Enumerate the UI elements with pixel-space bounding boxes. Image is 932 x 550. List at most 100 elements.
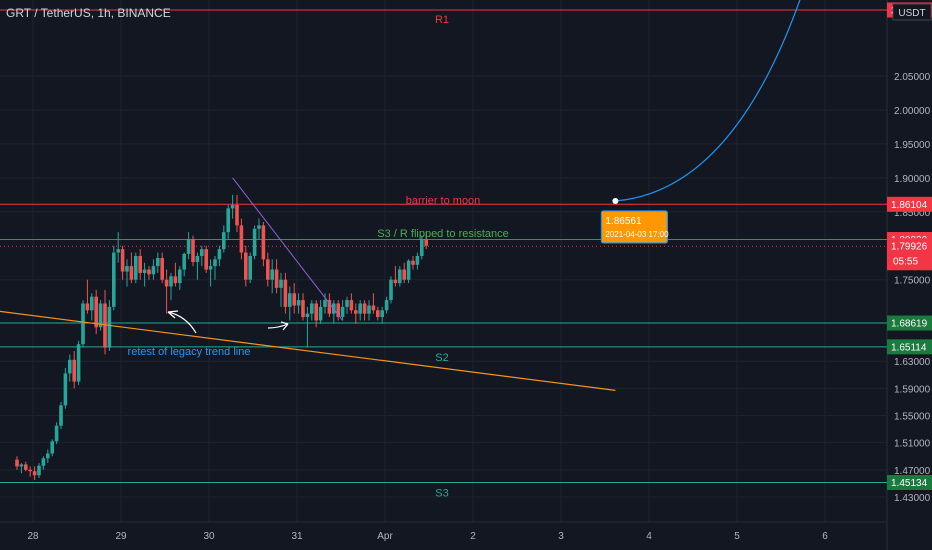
candle-body xyxy=(406,260,411,280)
y-tick-label: 1.43000 xyxy=(894,493,931,504)
x-tick-label: 4 xyxy=(646,531,652,542)
x-tick-label: 3 xyxy=(558,531,564,542)
candle-body xyxy=(200,249,204,256)
candle-body xyxy=(415,255,420,265)
price-tag xyxy=(887,475,932,491)
x-tick-label: Apr xyxy=(377,531,393,542)
candle-body xyxy=(248,255,252,280)
candle-body xyxy=(151,266,156,275)
countdown-label: 05:55 xyxy=(893,256,918,267)
candle-body xyxy=(15,459,19,467)
candle-body xyxy=(244,252,248,280)
candle-body xyxy=(213,259,217,267)
candle-body xyxy=(336,303,340,318)
candle-body xyxy=(156,257,160,267)
candle-body xyxy=(178,269,182,284)
level-label: R1 xyxy=(435,14,449,26)
candle-body xyxy=(191,238,195,263)
candle-body xyxy=(204,249,208,270)
candle-body xyxy=(424,238,428,246)
y-tick-label: 1.85000 xyxy=(894,208,931,219)
x-tick-label: 28 xyxy=(27,531,39,542)
y-tick-label: 1.95000 xyxy=(894,140,931,151)
candle-body xyxy=(261,225,266,260)
price-tag xyxy=(887,196,932,212)
candle-body xyxy=(358,303,362,314)
candle-body xyxy=(147,269,151,275)
candle-body xyxy=(173,276,178,284)
candle-body xyxy=(380,310,384,318)
price-tag-label: 1.68619 xyxy=(891,319,928,330)
y-tick-label: 1.47000 xyxy=(894,466,931,477)
candle-body xyxy=(81,303,85,345)
candle-body xyxy=(279,279,283,288)
candle-body xyxy=(72,359,76,382)
annotation-barrier: barrier to moon xyxy=(406,195,481,207)
candle-body xyxy=(59,405,63,426)
candle-body xyxy=(125,266,129,272)
candle-body xyxy=(28,469,32,472)
y-tick-label: 1.90000 xyxy=(894,174,931,185)
candle-body xyxy=(393,279,398,284)
candle-body xyxy=(318,306,323,321)
candle-body xyxy=(195,255,200,263)
retest-arrow-left xyxy=(167,311,197,334)
projection-callout xyxy=(600,210,669,244)
price-tag xyxy=(887,339,932,355)
x-tick-label: 2 xyxy=(470,531,476,542)
candle-body xyxy=(283,279,288,307)
candle-body xyxy=(142,269,147,273)
candle-body xyxy=(371,305,376,311)
candle-body xyxy=(37,465,41,476)
candle-body xyxy=(24,464,28,470)
candle-body xyxy=(420,238,424,256)
candle-body xyxy=(19,464,24,467)
candle-body xyxy=(63,373,68,406)
candle-body xyxy=(46,453,50,459)
callout-date: 2021-04-03 17:00 xyxy=(605,230,669,239)
candle-body xyxy=(239,225,244,253)
x-tick-label: 5 xyxy=(734,531,740,542)
candle-body xyxy=(68,359,72,374)
candle-body xyxy=(164,279,169,287)
candle-body xyxy=(292,293,296,306)
candle-body xyxy=(85,303,90,311)
candle-body xyxy=(402,269,406,280)
candle-body xyxy=(266,259,270,280)
candle-body xyxy=(50,441,54,454)
level-label: S2 xyxy=(435,352,448,364)
level-label: S3 xyxy=(435,488,448,500)
candle-body xyxy=(235,205,239,226)
y-tick-label: 1.63000 xyxy=(894,357,931,368)
candle-body xyxy=(138,255,142,273)
price-tag-label: 1.65114 xyxy=(891,342,927,353)
candle-body xyxy=(274,269,279,288)
candle-body xyxy=(226,208,230,233)
legacy-trend-line xyxy=(0,310,616,391)
candle-body xyxy=(94,296,98,328)
candle-body xyxy=(323,300,327,307)
currency-label: USDT xyxy=(898,8,925,19)
candle-body xyxy=(310,303,314,314)
candle-body xyxy=(160,257,164,280)
candle-body xyxy=(296,300,301,306)
candle-body xyxy=(354,310,358,314)
price-tag-label: 1.86104 xyxy=(891,200,928,211)
candle-body xyxy=(288,293,292,307)
candle-body xyxy=(98,303,103,328)
candle-body xyxy=(208,266,213,270)
candle-body xyxy=(257,225,261,229)
candle-body xyxy=(389,279,393,301)
y-tick-label: 1.55000 xyxy=(894,412,931,423)
annotation-retest: retest of legacy trend line xyxy=(128,346,251,358)
candle-body xyxy=(305,313,310,318)
candle-body xyxy=(217,249,222,260)
chart-title: GRT / TetherUS, 1h, BINANCE xyxy=(6,6,171,20)
candle-body xyxy=(186,238,191,254)
channel-line xyxy=(232,177,343,321)
candle-body xyxy=(90,296,94,311)
candle-body xyxy=(362,303,367,314)
projection-start-dot xyxy=(612,197,619,204)
candle-body xyxy=(41,458,46,466)
